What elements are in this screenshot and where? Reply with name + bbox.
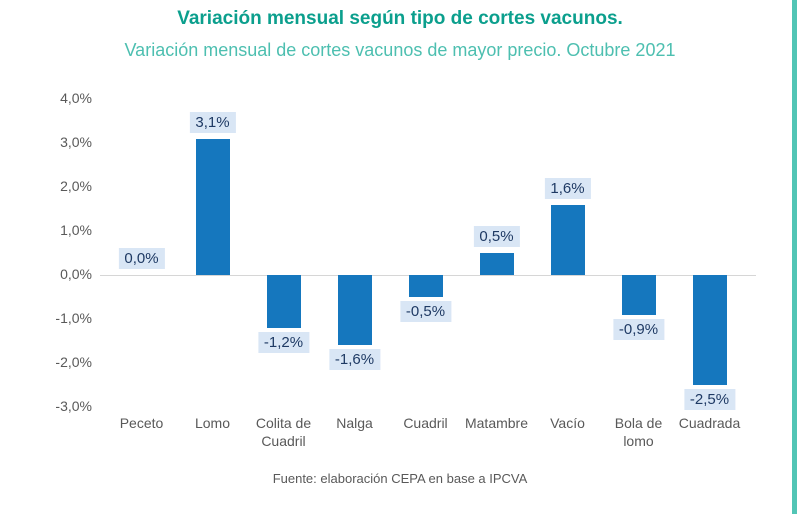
bar-value-label: -1,6% [328,349,381,371]
y-axis-tick: 3,0% [60,134,92,150]
x-axis-category-label: Bola de lomo [614,415,663,450]
bar [692,275,727,385]
bar-value-label: -0,5% [399,301,452,322]
y-axis-tick: 4,0% [60,90,92,106]
bar-value-label: -1,2% [257,331,310,353]
x-axis-category-label: Colita de Cuadril [255,415,312,450]
chart-subtitle: Variación mensual de cortes vacunos de m… [124,40,676,60]
x-axis-category-label: Cuadril [403,415,448,431]
bar [195,138,230,275]
bar [479,253,514,275]
x-axis-category-label: Peceto [119,415,164,431]
x-axis-category-label: Vacío [550,415,585,431]
decorative-teal-stripe [792,0,797,514]
y-axis-tick: -1,0% [55,310,92,326]
bar-value-label: 3,1% [189,111,236,133]
source-note: Fuente: elaboración CEPA en base a IPCVA [272,471,528,486]
chart-title: Variación mensual según tipo de cortes v… [177,8,623,29]
y-axis-tick: -2,0% [55,354,92,370]
y-axis-tick: 2,0% [60,178,92,194]
bar-value-label: -2,5% [683,389,736,410]
bar [550,204,585,275]
y-axis-tick: -3,0% [55,398,92,414]
bar-value-label: 0,5% [473,226,520,247]
bar-value-label: 1,6% [544,177,591,199]
x-axis-category-label: Cuadrada [678,415,741,431]
bar [408,275,443,297]
bar [621,275,656,315]
bar [266,275,301,328]
bar-value-label: 0,0% [118,248,165,269]
y-axis-tick: 1,0% [60,222,92,238]
x-axis-category-label: Matambre [464,415,529,431]
bar-value-label: -0,9% [612,318,665,340]
x-axis-category-label: Lomo [194,415,231,431]
x-axis-category-label: Nalga [336,415,373,431]
y-axis-tick: 0,0% [60,266,92,282]
bar [337,275,372,346]
